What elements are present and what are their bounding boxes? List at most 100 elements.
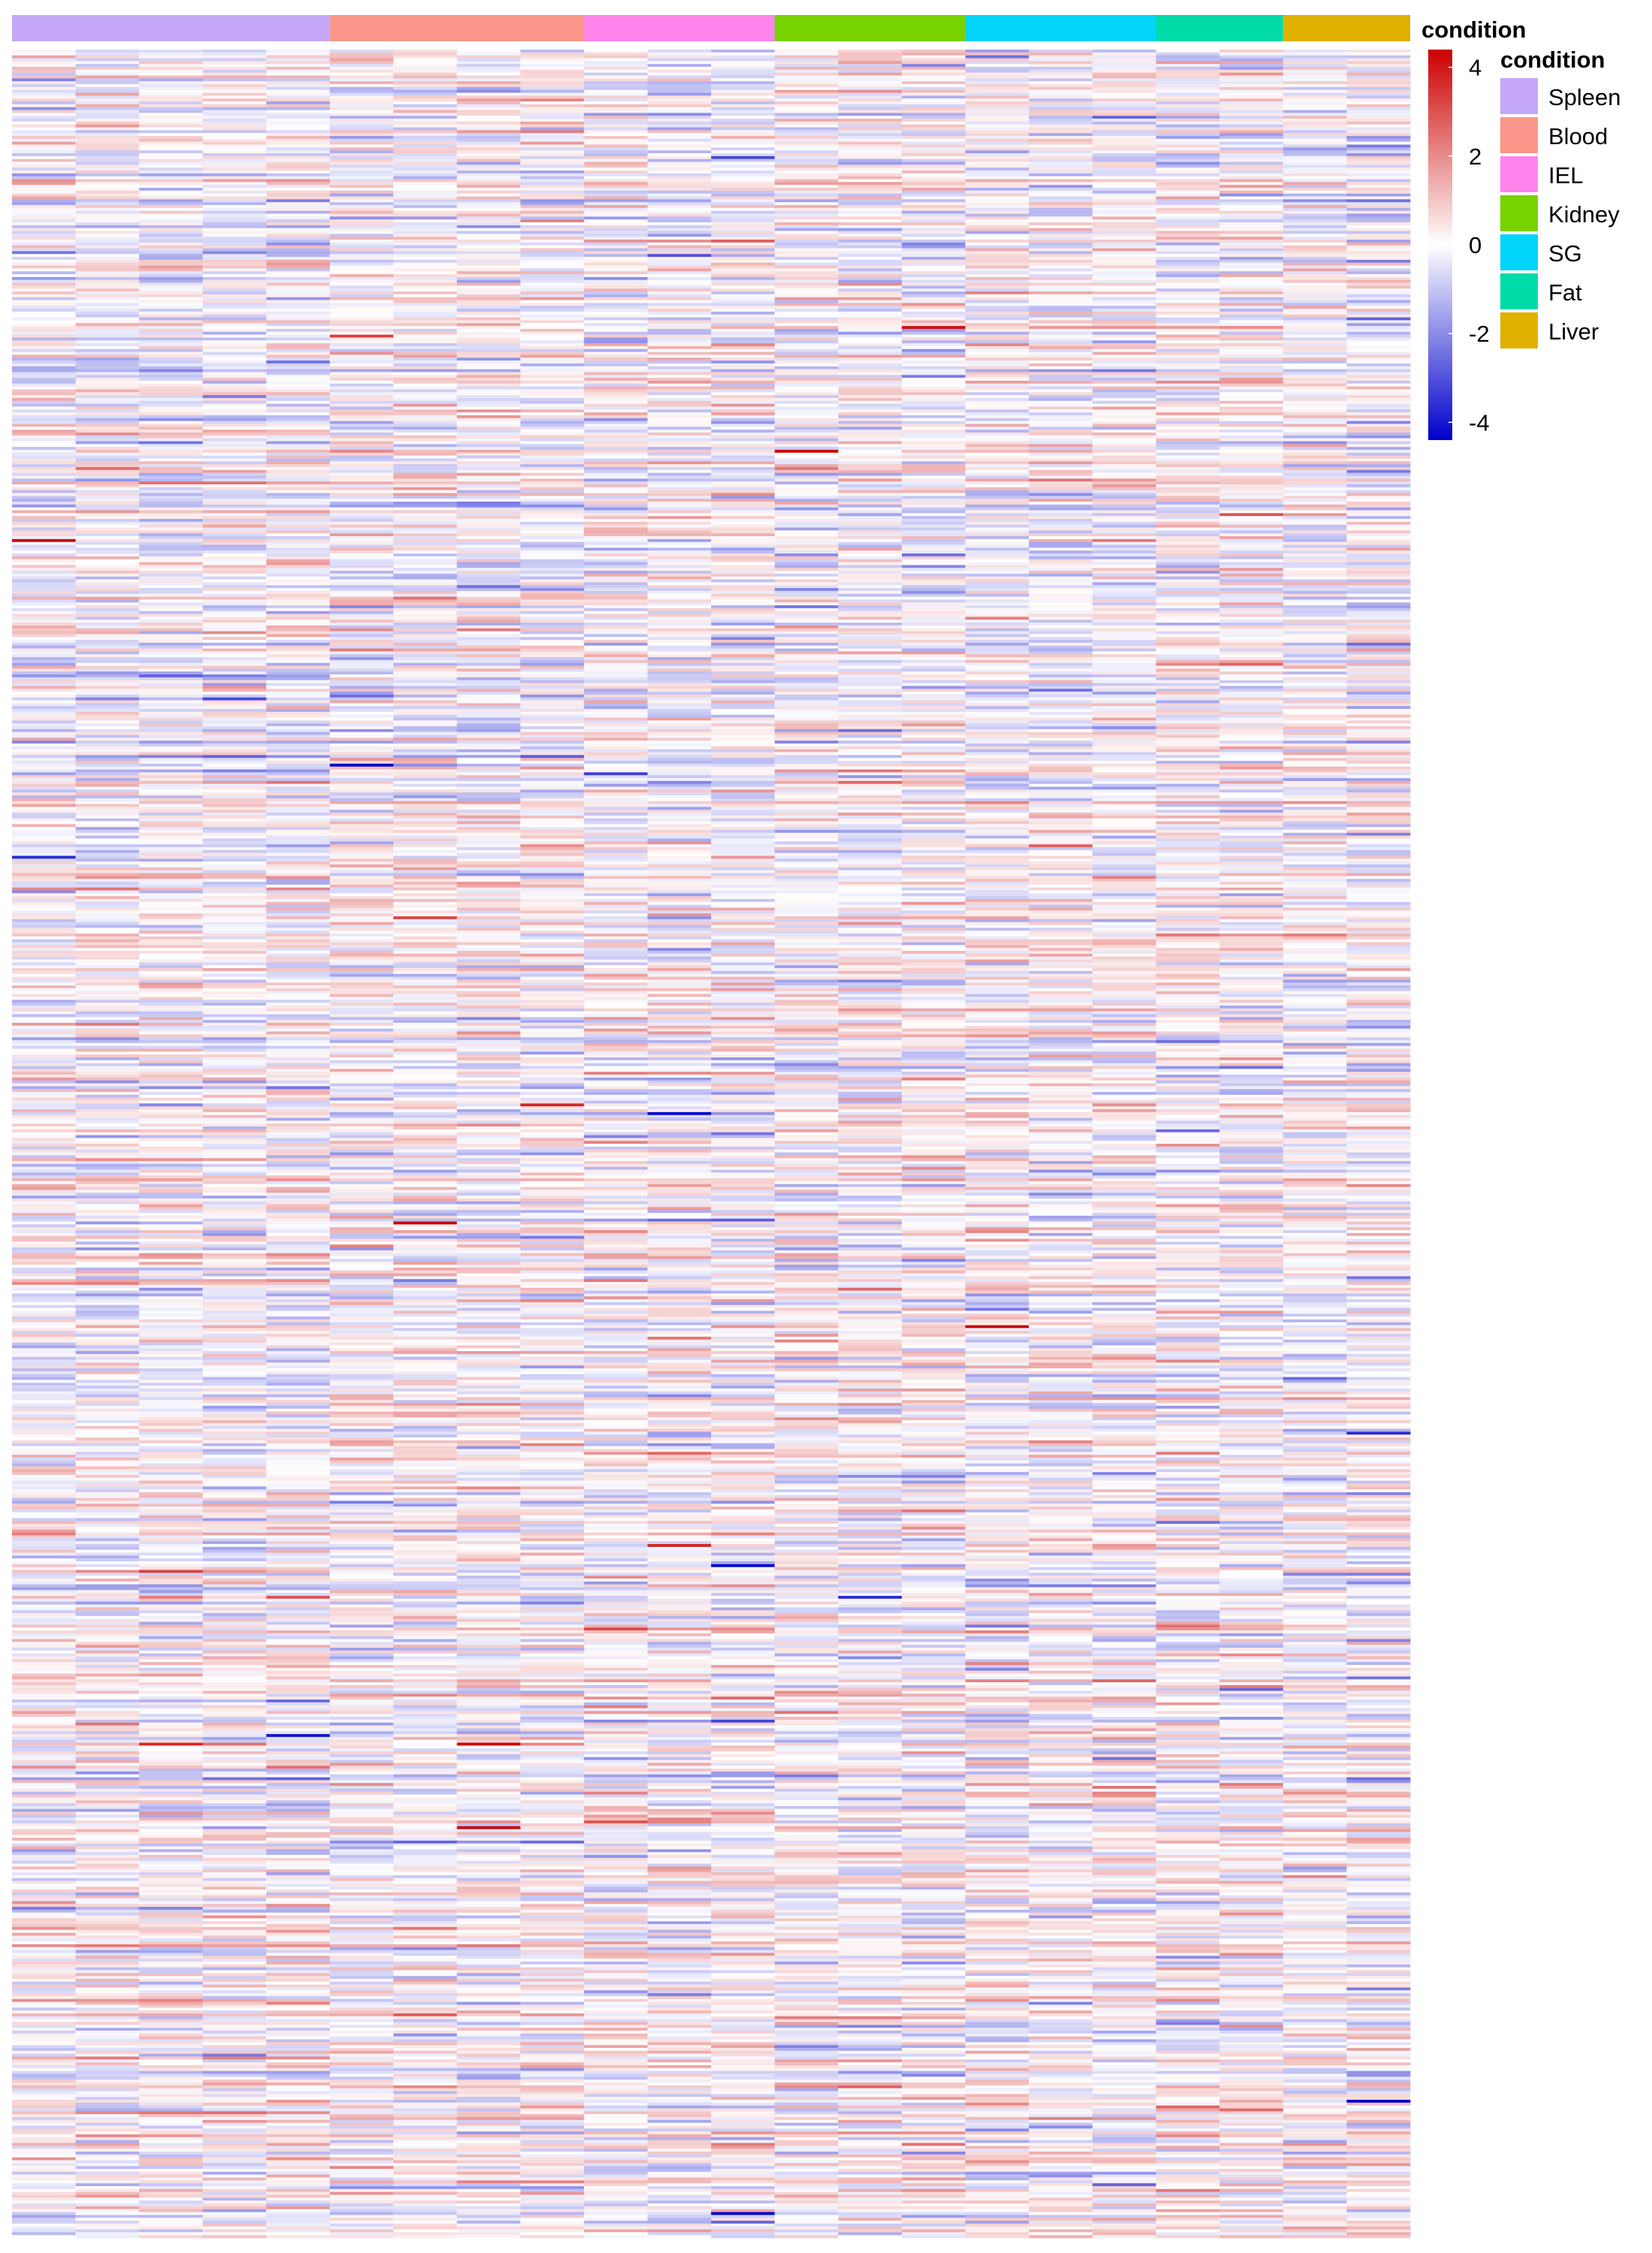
heatmap-cell [1219,700,1284,704]
heatmap-cell [202,86,267,91]
heatmap-cell [266,617,330,620]
heatmap-cell [75,52,140,56]
heatmap-cell [774,337,839,341]
heatmap-cell [75,651,140,655]
heatmap-cell [965,265,1029,269]
heatmap-cell [647,164,712,168]
heatmap-cell [1283,219,1347,223]
heatmap-cell [330,686,394,689]
heatmap-cell [1283,78,1347,82]
heatmap-cell [838,490,903,493]
heatmap-cell [12,274,76,278]
heatmap-cell [202,475,267,479]
heatmap-cell [647,579,712,583]
heatmap-cell [1283,380,1347,385]
heatmap-cell [75,455,140,459]
heatmap-cell [266,568,330,572]
heatmap-cell [520,107,585,110]
heatmap-cell [1156,556,1220,559]
heatmap-cell [75,415,140,419]
heatmap-cell [266,588,330,592]
heatmap-cell [266,127,330,131]
heatmap-cell [1219,582,1284,586]
heatmap-cell [583,493,648,496]
heatmap-cell [12,72,76,76]
heatmap-cell [202,406,267,410]
heatmap-cell [711,510,775,514]
heatmap-cell [1156,406,1220,410]
heatmap-cell [647,403,712,407]
heatmap-cell [1346,300,1411,303]
heatmap-cell [1092,167,1156,171]
heatmap-cell [202,58,267,62]
heatmap-cell [1092,271,1156,275]
heatmap-cell [711,158,775,162]
heatmap-cell [457,472,521,476]
heatmap-cell [75,75,140,79]
heatmap-cell [330,466,394,471]
heatmap-cell [266,475,330,479]
heatmap-cell [774,124,839,128]
heatmap-cell [330,279,394,283]
heatmap-cell [202,444,267,448]
heatmap-cell [1283,409,1347,413]
heatmap-cell [1346,274,1411,278]
heatmap-cell [901,637,966,641]
heatmap-cell [202,562,267,566]
heatmap-cell [457,430,521,433]
heatmap-cell [139,424,203,427]
heatmap-cell [202,449,267,454]
heatmap-cell [1346,213,1411,217]
heatmap-cell [838,570,903,575]
heatmap-cell [583,199,648,203]
heatmap-cell [457,518,521,523]
heatmap-cell [1283,340,1347,344]
heatmap-cell [774,535,839,540]
heatmap-cell [901,683,966,686]
heatmap-cell [457,334,521,338]
heatmap-cell [520,438,585,442]
heatmap-cell [12,599,76,603]
heatmap-cell [583,50,648,53]
heatmap-cell [1092,694,1156,698]
heatmap-cell [139,541,203,545]
heatmap-cell [1283,185,1347,189]
heatmap-cell [520,596,585,600]
heatmap-cell [457,620,521,623]
heatmap-cell [75,300,140,303]
heatmap-cell [520,257,585,261]
heatmap-cell [1346,288,1411,292]
heatmap-cell [647,659,712,664]
heatmap-cell [75,257,140,261]
heatmap-cell [1346,303,1411,306]
heatmap-cell [1346,697,1411,701]
heatmap-cell [965,225,1029,229]
heatmap-cell [1283,585,1347,589]
heatmap-cell [1092,245,1156,249]
heatmap-cell [139,309,203,312]
heatmap-cell [1156,213,1220,217]
heatmap-cell [393,662,457,666]
heatmap-cell [393,427,457,430]
heatmap-cell [965,366,1029,369]
heatmap-cell [139,415,203,419]
heatmap-cell [75,535,140,540]
heatmap-cell [711,306,775,309]
heatmap-cell [774,478,839,482]
heatmap-cell [1156,499,1220,502]
heatmap-cell [774,348,839,352]
heatmap-cell [266,158,330,162]
heatmap-cell [838,386,903,390]
heatmap-cell [774,113,839,116]
heatmap-cell [774,386,839,390]
heatmap-cell [901,274,966,278]
heatmap-cell [647,427,712,430]
heatmap-cell [711,84,775,88]
heatmap-cell [1219,631,1284,635]
heatmap-cell [1346,484,1411,488]
heatmap-cell [1092,306,1156,309]
heatmap-cell [330,107,394,110]
heatmap-cell [202,614,267,617]
heatmap-cell [583,680,648,683]
heatmap-cell [583,634,648,638]
